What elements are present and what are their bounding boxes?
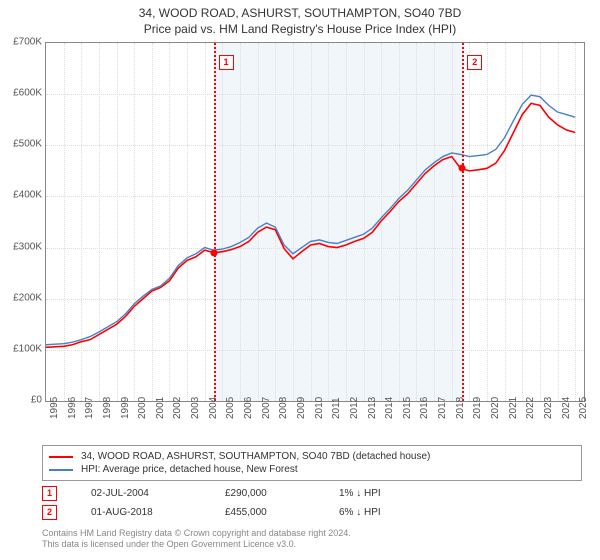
marker-table-date: 01-AUG-2018 bbox=[91, 507, 201, 518]
legend-row: 34, WOOD ROAD, ASHURST, SOUTHAMPTON, SO4… bbox=[49, 450, 575, 463]
marker-table-price: £455,000 bbox=[225, 507, 315, 518]
y-axis-label: £300K bbox=[0, 241, 42, 252]
x-axis-label: 2018 bbox=[455, 405, 466, 419]
title-sub: Price paid vs. HM Land Registry's House … bbox=[0, 22, 600, 38]
marker-table-row: 1 02-JUL-2004 £290,000 1% ↓ HPI bbox=[42, 486, 582, 501]
attribution-text: Contains HM Land Registry data © Crown c… bbox=[42, 528, 582, 551]
x-axis-label: 2012 bbox=[349, 405, 360, 419]
x-axis-label: 2016 bbox=[419, 405, 430, 419]
title-main: 34, WOOD ROAD, ASHURST, SOUTHAMPTON, SO4… bbox=[0, 6, 600, 22]
x-axis-label: 1996 bbox=[67, 405, 78, 419]
y-axis-label: £400K bbox=[0, 190, 42, 201]
x-axis-label: 2020 bbox=[490, 405, 501, 419]
y-axis-label: £500K bbox=[0, 139, 42, 150]
marker-table-pct: 6% ↓ HPI bbox=[339, 507, 409, 518]
legend-label: 34, WOOD ROAD, ASHURST, SOUTHAMPTON, SO4… bbox=[81, 450, 430, 463]
marker-point bbox=[210, 249, 217, 256]
marker-point bbox=[459, 165, 466, 172]
marker-table: 1 02-JUL-2004 £290,000 1% ↓ HPI 2 01-AUG-2018… bbox=[42, 486, 582, 524]
x-axis-label: 2007 bbox=[261, 405, 272, 419]
attribution-line1: Contains HM Land Registry data © Crown c… bbox=[42, 528, 351, 538]
chart-plot-area: 12 bbox=[45, 42, 585, 402]
marker-table-num: 2 bbox=[42, 505, 57, 520]
chart-container: 34, WOOD ROAD, ASHURST, SOUTHAMPTON, SO4… bbox=[0, 0, 600, 560]
x-axis-label: 2000 bbox=[137, 405, 148, 419]
x-axis-label: 2010 bbox=[314, 405, 325, 419]
x-axis-label: 2006 bbox=[243, 405, 254, 419]
x-axis-label: 2009 bbox=[296, 405, 307, 419]
x-axis-label: 2013 bbox=[367, 405, 378, 419]
x-axis-label: 2004 bbox=[208, 405, 219, 419]
x-axis-label: 1997 bbox=[84, 405, 95, 419]
marker-label-box: 2 bbox=[467, 55, 482, 70]
y-axis-label: £200K bbox=[0, 292, 42, 303]
attribution-line2: This data is licensed under the Open Gov… bbox=[42, 539, 296, 549]
x-axis-label: 2019 bbox=[472, 405, 483, 419]
x-axis-label: 2023 bbox=[543, 405, 554, 419]
marker-line bbox=[214, 43, 216, 401]
x-axis-label: 2003 bbox=[190, 405, 201, 419]
x-axis-label: 2014 bbox=[384, 405, 395, 419]
marker-table-date: 02-JUL-2004 bbox=[91, 488, 201, 499]
chart-lines-svg bbox=[46, 43, 584, 401]
x-axis-label: 1999 bbox=[120, 405, 131, 419]
marker-table-price: £290,000 bbox=[225, 488, 315, 499]
legend-label: HPI: Average price, detached house, New … bbox=[81, 463, 298, 476]
legend-box: 34, WOOD ROAD, ASHURST, SOUTHAMPTON, SO4… bbox=[42, 445, 582, 481]
x-axis-label: 2001 bbox=[155, 405, 166, 419]
series-hpi bbox=[46, 95, 575, 345]
marker-table-row: 2 01-AUG-2018 £455,000 6% ↓ HPI bbox=[42, 505, 582, 520]
marker-line bbox=[462, 43, 464, 401]
x-axis-label: 2022 bbox=[525, 405, 536, 419]
marker-label-box: 1 bbox=[219, 55, 234, 70]
legend-row: HPI: Average price, detached house, New … bbox=[49, 463, 575, 476]
x-axis-label: 2002 bbox=[172, 405, 183, 419]
chart-titles: 34, WOOD ROAD, ASHURST, SOUTHAMPTON, SO4… bbox=[0, 0, 600, 37]
y-axis-label: £600K bbox=[0, 88, 42, 99]
marker-table-num: 1 bbox=[42, 486, 57, 501]
marker-table-pct: 1% ↓ HPI bbox=[339, 488, 409, 499]
y-axis-label: £100K bbox=[0, 343, 42, 354]
x-axis-label: 2017 bbox=[437, 405, 448, 419]
x-axis-label: 1995 bbox=[49, 405, 60, 419]
series-price_paid bbox=[46, 103, 575, 347]
y-axis-label: £0 bbox=[0, 395, 42, 406]
x-axis-label: 2005 bbox=[225, 405, 236, 419]
x-axis-label: 2021 bbox=[508, 405, 519, 419]
x-axis-label: 1998 bbox=[102, 405, 113, 419]
x-axis-label: 2011 bbox=[331, 405, 342, 419]
y-axis-label: £700K bbox=[0, 37, 42, 48]
legend-swatch bbox=[49, 456, 73, 458]
x-axis-label: 2008 bbox=[278, 405, 289, 419]
x-axis-label: 2024 bbox=[561, 405, 572, 419]
x-axis-label: 2015 bbox=[402, 405, 413, 419]
legend-swatch bbox=[49, 469, 73, 471]
x-axis-label: 2025 bbox=[578, 405, 589, 419]
